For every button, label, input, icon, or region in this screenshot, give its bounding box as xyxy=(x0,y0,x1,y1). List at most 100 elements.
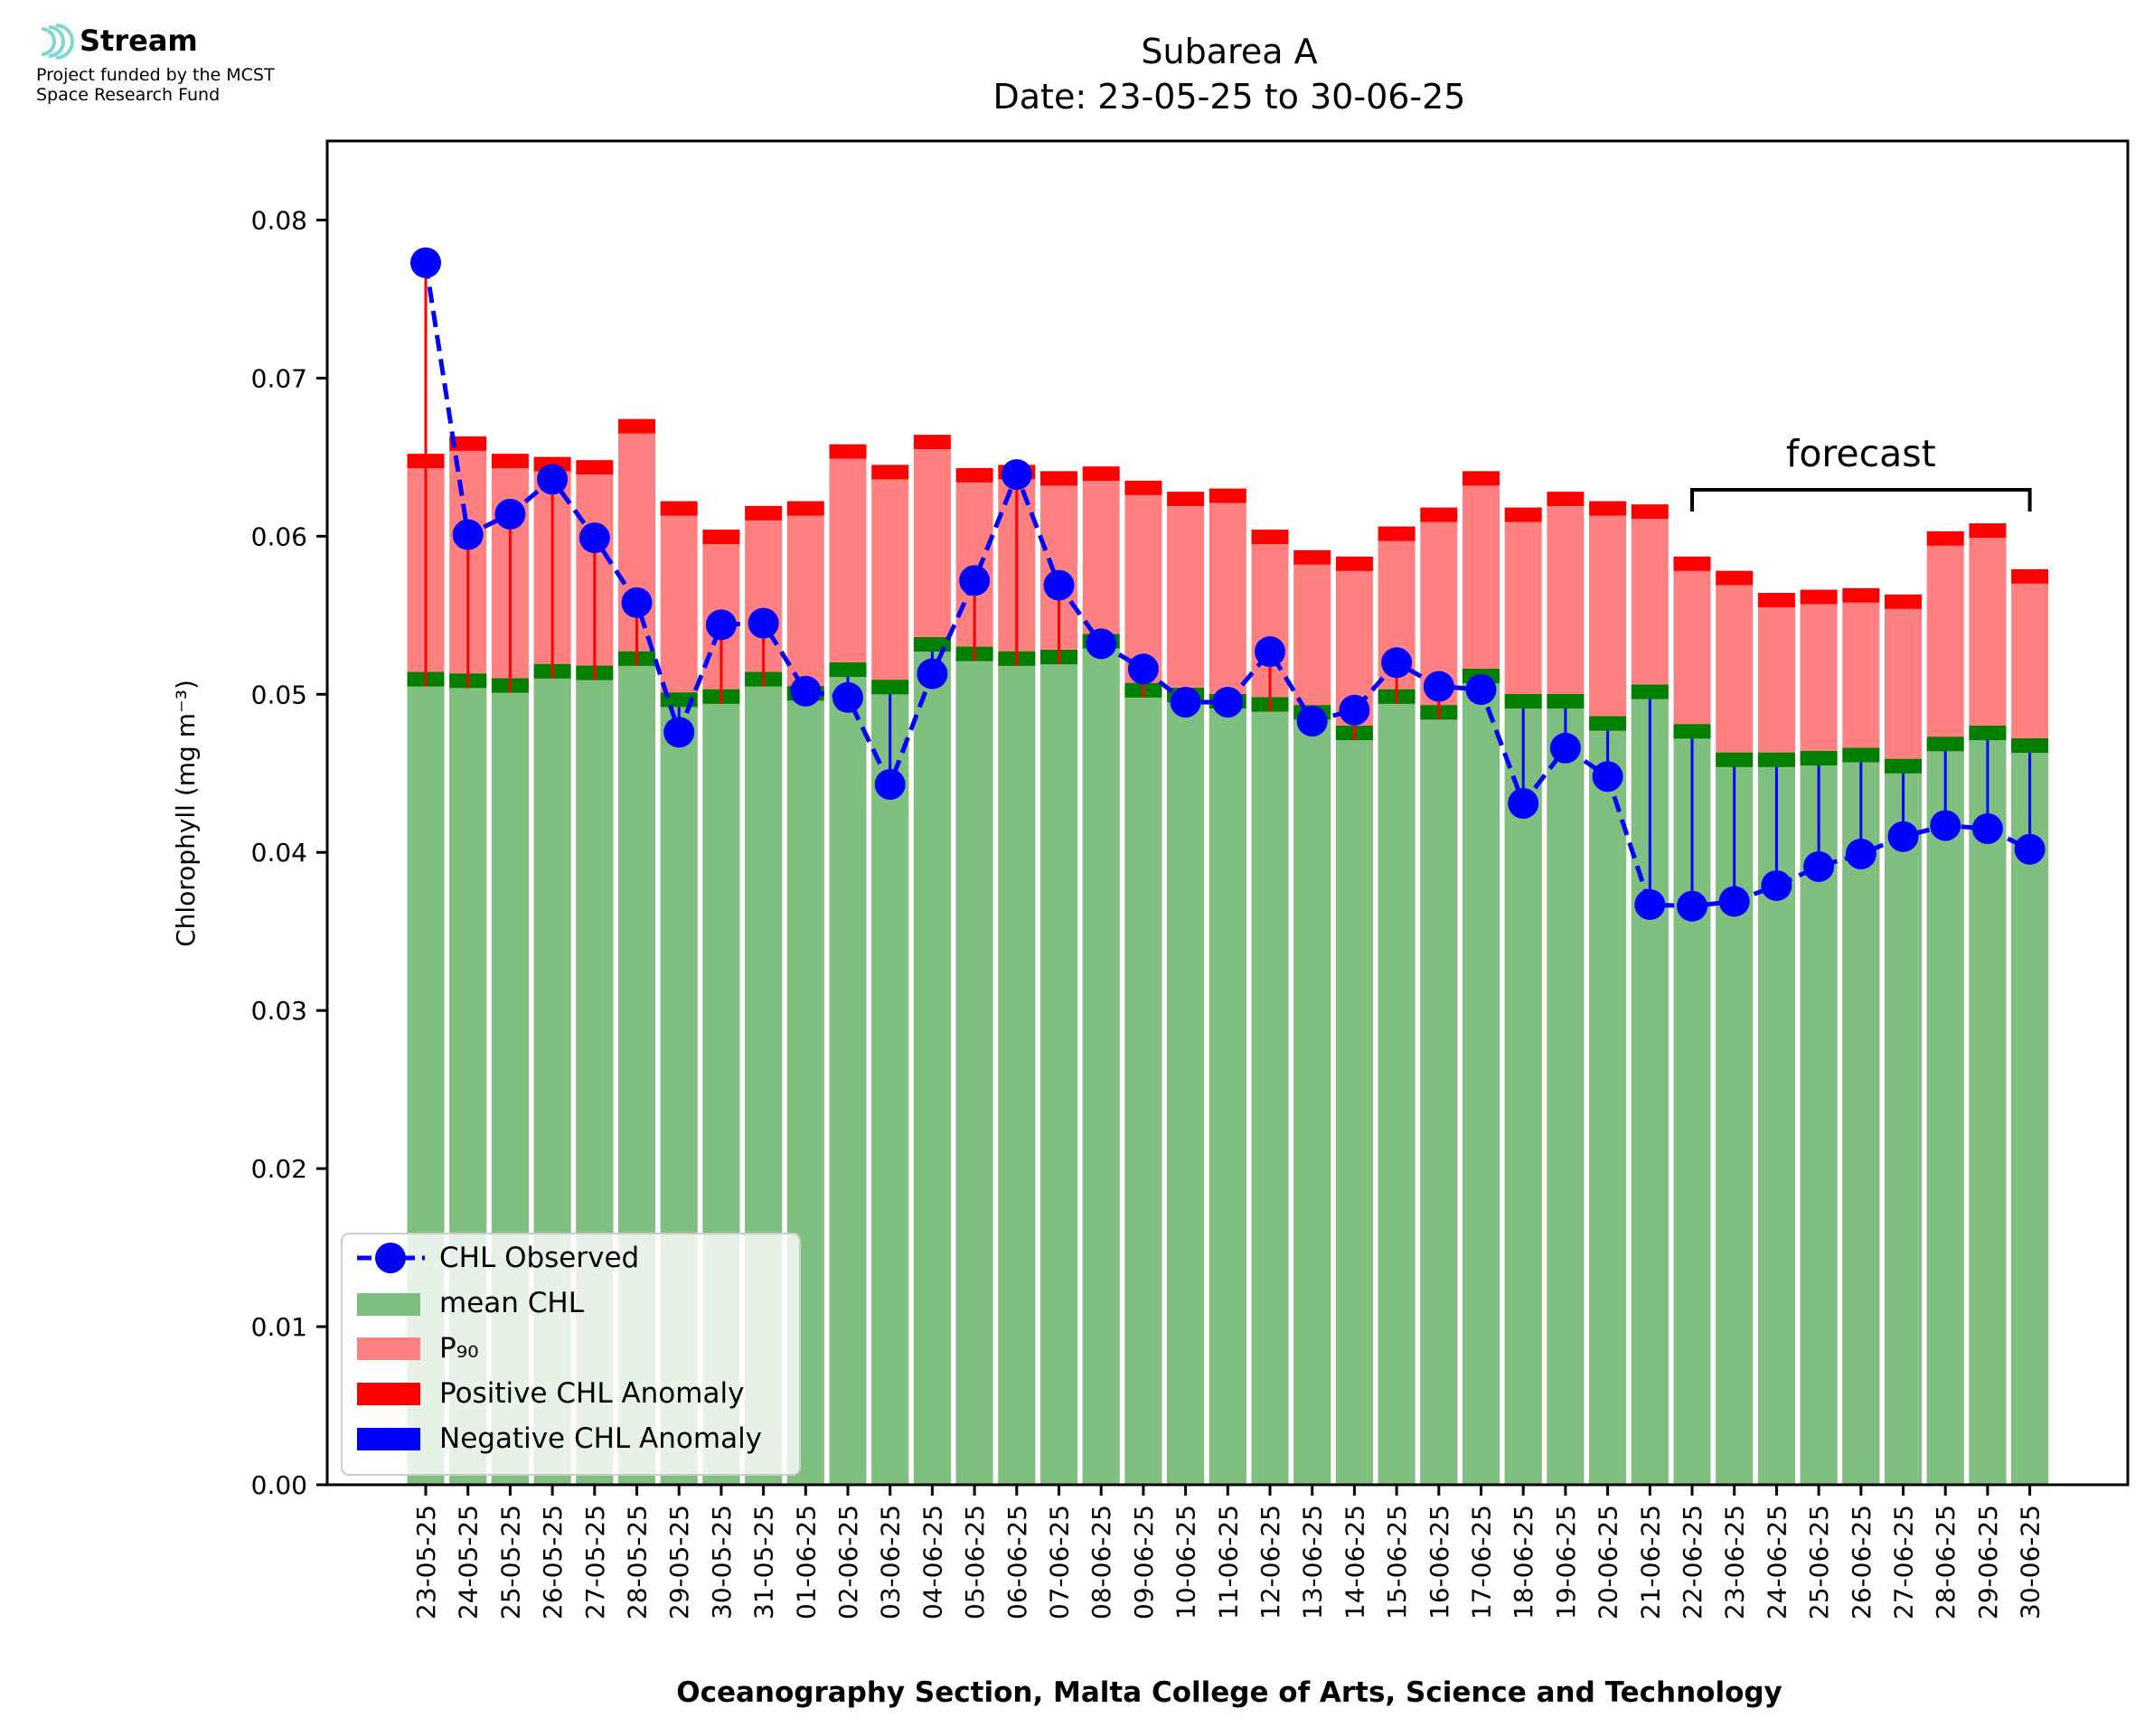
legend-label-mean: mean CHL xyxy=(439,1287,585,1319)
p90-cap xyxy=(1251,530,1289,545)
p90-cap xyxy=(871,464,909,480)
observed-point xyxy=(1634,888,1666,920)
legend-box xyxy=(341,1233,801,1476)
observed-layer xyxy=(410,247,2046,922)
p90-cap xyxy=(1167,492,1205,507)
observed-point xyxy=(1296,706,1328,737)
mean-bar xyxy=(1124,697,1162,1485)
mean-cap xyxy=(1547,694,1585,709)
mean-bar xyxy=(998,665,1036,1485)
observed-point xyxy=(917,658,948,690)
mean-bar xyxy=(1251,711,1289,1485)
p90-cap xyxy=(1420,507,1458,522)
x-tick-label: 19-06-25 xyxy=(1551,1505,1581,1619)
observed-point xyxy=(2014,833,2046,865)
p90-cap xyxy=(1209,488,1246,503)
p90-cap xyxy=(1926,530,1964,546)
legend-marker-observed xyxy=(375,1243,406,1273)
mean-bar xyxy=(2011,753,2049,1485)
mean-cap xyxy=(1926,737,1964,752)
mean-bar xyxy=(1378,703,1416,1485)
chart-subtitle: Date: 23-05-25 to 30-06-25 xyxy=(993,77,1466,117)
mean-bar xyxy=(1420,719,1458,1485)
observed-point xyxy=(1887,821,1919,852)
mean-bar xyxy=(913,652,951,1485)
legend: CHL Observed mean CHL P₉₀ Positive CHL A… xyxy=(341,1233,801,1476)
x-axis-label: Oceanography Section, Malta College of A… xyxy=(676,1676,1782,1709)
p90-cap xyxy=(1589,501,1627,516)
y-tick-label: 0.06 xyxy=(251,521,307,551)
mean-bar xyxy=(1969,740,2007,1485)
legend-label-observed: CHL Observed xyxy=(439,1242,639,1274)
mean-cap xyxy=(1800,751,1838,766)
logo-funding-text: Project funded by the MCST Space Researc… xyxy=(36,65,275,105)
y-tick-label: 0.00 xyxy=(251,1470,307,1500)
p90-cap xyxy=(618,418,655,434)
anomaly-layer xyxy=(424,262,2032,906)
x-tick-label: 28-05-25 xyxy=(623,1505,653,1619)
p90-cap xyxy=(745,505,783,521)
p90-cap xyxy=(702,530,740,545)
mean-cap xyxy=(2011,738,2049,754)
p90-cap xyxy=(1842,587,1880,603)
mean-cap xyxy=(1885,758,1922,774)
p90-cap xyxy=(1716,570,1754,586)
p90-cap xyxy=(1040,471,1077,486)
p90-cap xyxy=(913,435,951,450)
x-tick-label: 07-06-25 xyxy=(1045,1505,1075,1619)
mean-bar xyxy=(955,661,993,1485)
x-tick-label: 06-06-25 xyxy=(1002,1505,1032,1619)
observed-point xyxy=(410,247,441,278)
observed-point xyxy=(705,609,737,641)
x-tick-label: 21-06-25 xyxy=(1635,1505,1665,1619)
x-tick-label: 17-06-25 xyxy=(1467,1505,1497,1619)
legend-item-mean: mean CHL xyxy=(357,1287,585,1319)
x-tick-label: 22-06-25 xyxy=(1678,1505,1707,1619)
forecast-label: forecast xyxy=(1786,432,1936,475)
x-tick-label: 20-06-25 xyxy=(1594,1505,1623,1619)
p90-cap xyxy=(1293,549,1331,565)
p90-cap xyxy=(1969,523,2007,539)
mean-cap xyxy=(1716,752,1754,767)
x-tick-label: 31-05-25 xyxy=(749,1505,779,1619)
x-tick-label: 26-06-25 xyxy=(1847,1505,1877,1619)
x-axis: 23-05-25 24-05-25 25-05-25 26-05-25 27-05-25… xyxy=(411,1485,2046,1619)
forecast-bracket: forecast xyxy=(1690,432,2032,511)
mean-bar xyxy=(1504,708,1542,1485)
x-tick-label: 04-06-25 xyxy=(917,1505,947,1619)
observed-point xyxy=(663,717,695,748)
x-tick-label: 12-06-25 xyxy=(1256,1505,1285,1619)
y-tick-label: 0.04 xyxy=(251,838,307,868)
mean-bar xyxy=(1589,730,1627,1485)
x-tick-label: 23-06-25 xyxy=(1720,1505,1750,1619)
observed-point xyxy=(1423,671,1454,702)
legend-item-negative-anomaly: Negative CHL Anomaly xyxy=(357,1422,762,1455)
mean-bar xyxy=(871,694,909,1485)
legend-label-negative: Negative CHL Anomaly xyxy=(439,1422,762,1455)
x-tick-label: 30-06-25 xyxy=(2016,1505,2046,1619)
x-tick-label: 29-05-25 xyxy=(664,1505,694,1619)
observed-point xyxy=(452,519,484,550)
x-tick-label: 27-06-25 xyxy=(1889,1505,1919,1619)
observed-point xyxy=(1508,788,1539,820)
p90-cap xyxy=(449,436,487,451)
y-axis: 0.00 0.01 0.02 0.03 0.04 0.05 0.06 0.07 0.08 xyxy=(251,205,327,1500)
x-tick-label: 01-06-25 xyxy=(791,1505,821,1619)
mean-cap xyxy=(871,680,909,695)
x-tick-label: 11-06-25 xyxy=(1213,1505,1243,1619)
p90-cap xyxy=(1800,589,1838,605)
observed-point xyxy=(1170,687,1201,718)
observed-point xyxy=(1255,636,1285,668)
observed-point xyxy=(748,607,779,639)
observed-point xyxy=(832,681,863,713)
bar-layer xyxy=(407,418,2049,1486)
x-tick-label: 16-06-25 xyxy=(1425,1505,1454,1619)
mean-bar xyxy=(1885,773,1922,1485)
p90-cap xyxy=(955,467,993,483)
x-tick-label: 09-06-25 xyxy=(1129,1505,1159,1619)
mean-bar xyxy=(1082,648,1120,1485)
observed-point xyxy=(1127,653,1159,685)
p90-cap xyxy=(829,444,867,459)
logo-brand: Stream xyxy=(80,23,198,58)
observed-point xyxy=(537,464,569,495)
